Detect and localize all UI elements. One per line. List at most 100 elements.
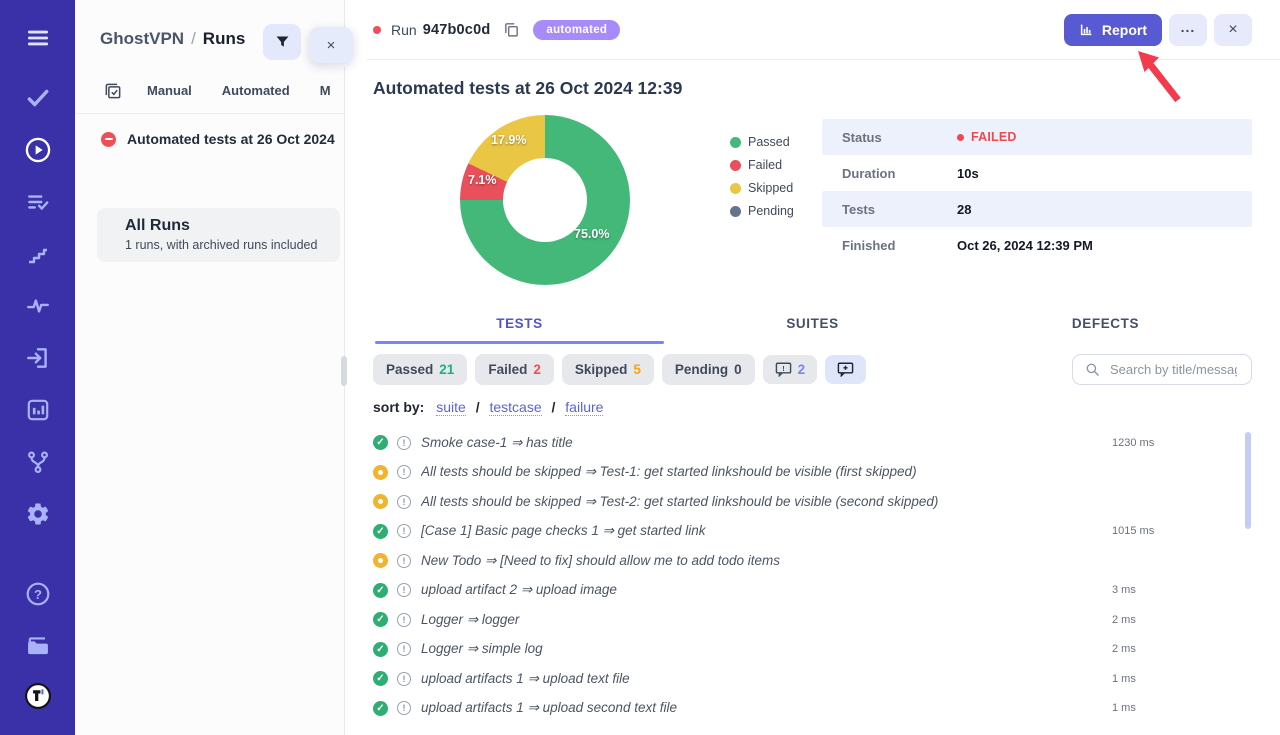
sort-by-failure[interactable]: failure bbox=[565, 399, 604, 416]
steps-icon[interactable] bbox=[24, 240, 52, 268]
legend-item-passed[interactable]: Passed bbox=[730, 135, 818, 149]
donut-hole bbox=[503, 158, 587, 242]
scrollbar-thumb[interactable] bbox=[1245, 432, 1251, 529]
test-plans-list-icon[interactable] bbox=[24, 188, 52, 216]
all-runs-title: All Runs bbox=[125, 217, 190, 234]
test-row[interactable]: ! upload artifact 2 ⇒ upload image 3 ms bbox=[373, 576, 1252, 606]
analytics-pulse-icon[interactable] bbox=[24, 292, 52, 320]
summary-row-tests: Tests 28 bbox=[822, 191, 1252, 227]
test-status-icon bbox=[373, 612, 388, 628]
test-row[interactable]: ! Logger ⇒ logger 2 ms bbox=[373, 605, 1252, 635]
slice-label-passed: 75.0% bbox=[574, 227, 610, 241]
tab-manual[interactable]: Manual bbox=[147, 83, 192, 98]
comment-count: 2 bbox=[797, 362, 806, 377]
run-detail-panel: Run 947b0c0d automated Report ... × bbox=[345, 0, 1280, 735]
help-question-icon[interactable]: ? bbox=[24, 580, 52, 608]
reports-chart-icon[interactable] bbox=[24, 396, 52, 424]
sort-by-suite[interactable]: suite bbox=[436, 399, 466, 416]
test-status-icon bbox=[373, 582, 388, 598]
breadcrumb-project[interactable]: GhostVPN bbox=[100, 29, 185, 48]
test-status-icon bbox=[373, 435, 388, 451]
summary-label: Finished bbox=[842, 237, 896, 253]
tab-tests[interactable]: TESTS bbox=[373, 307, 666, 344]
more-button[interactable]: ... bbox=[1169, 13, 1207, 46]
info-icon: ! bbox=[397, 435, 411, 450]
copy-run-id-button[interactable] bbox=[503, 21, 520, 38]
test-title: Logger ⇒ simple log bbox=[421, 641, 543, 657]
all-runs-card[interactable]: All Runs 1 runs, with archived runs incl… bbox=[97, 208, 340, 262]
test-duration: 3 ms bbox=[1112, 584, 1136, 597]
chip-pending[interactable]: Pending 0 bbox=[661, 354, 755, 385]
summary-value: Oct 26, 2024 12:39 PM bbox=[957, 237, 1093, 253]
settings-gear-icon[interactable] bbox=[24, 500, 52, 528]
summary-label: Tests bbox=[842, 201, 875, 217]
chip-comments[interactable]: ! 2 bbox=[762, 355, 818, 384]
documentation-folder-icon[interactable] bbox=[24, 632, 52, 660]
chip-skipped[interactable]: Skipped 5 bbox=[561, 354, 654, 385]
tab-defects[interactable]: DEFECTS bbox=[1071, 316, 1140, 331]
test-row[interactable]: ! All tests should be skipped ⇒ Test-2: … bbox=[373, 487, 1252, 517]
report-button[interactable]: Report bbox=[1063, 13, 1162, 46]
tests-check-icon[interactable] bbox=[24, 84, 52, 112]
chip-failed[interactable]: Failed 2 bbox=[475, 354, 554, 385]
menu-icon[interactable] bbox=[24, 24, 52, 52]
panel-close-button[interactable]: × bbox=[309, 27, 353, 63]
search-input[interactable] bbox=[1108, 361, 1239, 378]
test-row[interactable]: ! upload artifacts 1 ⇒ upload text file … bbox=[373, 664, 1252, 694]
legend-item-failed[interactable]: Failed bbox=[730, 158, 818, 172]
funnel-icon bbox=[274, 34, 291, 51]
test-row[interactable]: ! Logger ⇒ simple log 2 ms bbox=[373, 635, 1252, 665]
sort-by-testcase[interactable]: testcase bbox=[489, 399, 542, 416]
chart-legend: Passed Failed Skipped Pending bbox=[730, 135, 818, 285]
chip-passed[interactable]: Passed 21 bbox=[373, 354, 468, 385]
runs-play-icon[interactable] bbox=[24, 136, 52, 164]
filter-button[interactable] bbox=[263, 24, 301, 60]
info-icon: ! bbox=[397, 524, 411, 539]
chip-label: Failed bbox=[488, 362, 528, 377]
branches-icon[interactable] bbox=[24, 448, 52, 476]
run-overview: 75.0% 7.1% 17.9% Passed Failed Skipped bbox=[373, 111, 1252, 285]
test-title: upload artifacts 1 ⇒ upload second text … bbox=[421, 700, 677, 716]
legend-label-failed: Failed bbox=[748, 158, 783, 172]
legend-item-skipped[interactable]: Skipped bbox=[730, 181, 818, 195]
test-status-icon bbox=[373, 464, 388, 480]
legend-item-pending[interactable]: Pending bbox=[730, 204, 818, 218]
close-icon: × bbox=[326, 36, 336, 54]
chip-count: 21 bbox=[439, 362, 455, 377]
tab-suites[interactable]: SUITES bbox=[786, 316, 839, 331]
select-all-icon[interactable] bbox=[103, 81, 123, 101]
chip-label: Pending bbox=[674, 362, 729, 377]
panel-resize-handle[interactable] bbox=[341, 356, 347, 386]
import-signin-icon[interactable] bbox=[24, 344, 52, 372]
failed-dot-icon bbox=[957, 133, 964, 141]
test-row[interactable]: ! Smoke case-1 ⇒ has title 1230 ms bbox=[373, 428, 1252, 458]
add-comment-filter-button[interactable] bbox=[825, 355, 867, 384]
test-status-icon bbox=[373, 523, 388, 539]
test-row[interactable]: ! All tests should be skipped ⇒ Test-1: … bbox=[373, 458, 1252, 488]
testomatio-logo[interactable] bbox=[24, 682, 52, 710]
run-list-item[interactable]: Automated tests at 26 Oct 2024 12:39 bbox=[75, 114, 344, 164]
info-icon: ! bbox=[397, 553, 411, 568]
test-row[interactable]: ! New Todo ⇒ [Need to fix] should allow … bbox=[373, 546, 1252, 576]
filter-chips-row: Passed 21 Failed 2 Skipped 5 Pending 0 !… bbox=[373, 354, 1252, 385]
tab-clipped[interactable]: M bbox=[319, 83, 331, 98]
legend-dot-skipped bbox=[730, 182, 741, 194]
test-status-icon bbox=[373, 494, 388, 510]
comment-plus-icon bbox=[837, 362, 854, 377]
info-icon: ! bbox=[397, 701, 411, 716]
summary-row-duration: Duration 10s bbox=[822, 155, 1252, 191]
header-actions: Report ... × bbox=[1063, 13, 1252, 46]
run-list-item-title: Automated tests at 26 Oct 2024 12:39 bbox=[127, 131, 338, 147]
test-row[interactable]: ! upload artifacts 1 ⇒ upload second tex… bbox=[373, 694, 1252, 724]
test-row[interactable]: ! [Case 1] Basic page checks 1 ⇒ get sta… bbox=[373, 517, 1252, 547]
sort-row: sort by: suite / testcase / failure bbox=[373, 399, 1252, 416]
status-text: FAILED bbox=[971, 130, 1017, 144]
all-runs-subtitle: 1 runs, with archived runs included bbox=[125, 238, 318, 252]
close-run-button[interactable]: × bbox=[1214, 13, 1252, 46]
test-status-icon bbox=[373, 641, 388, 657]
test-duration: 1230 ms bbox=[1112, 436, 1155, 449]
info-icon: ! bbox=[397, 642, 411, 657]
tab-automated[interactable]: Automated bbox=[221, 83, 290, 98]
test-title: upload artifacts 1 ⇒ upload text file bbox=[421, 670, 630, 686]
info-icon: ! bbox=[397, 583, 411, 598]
